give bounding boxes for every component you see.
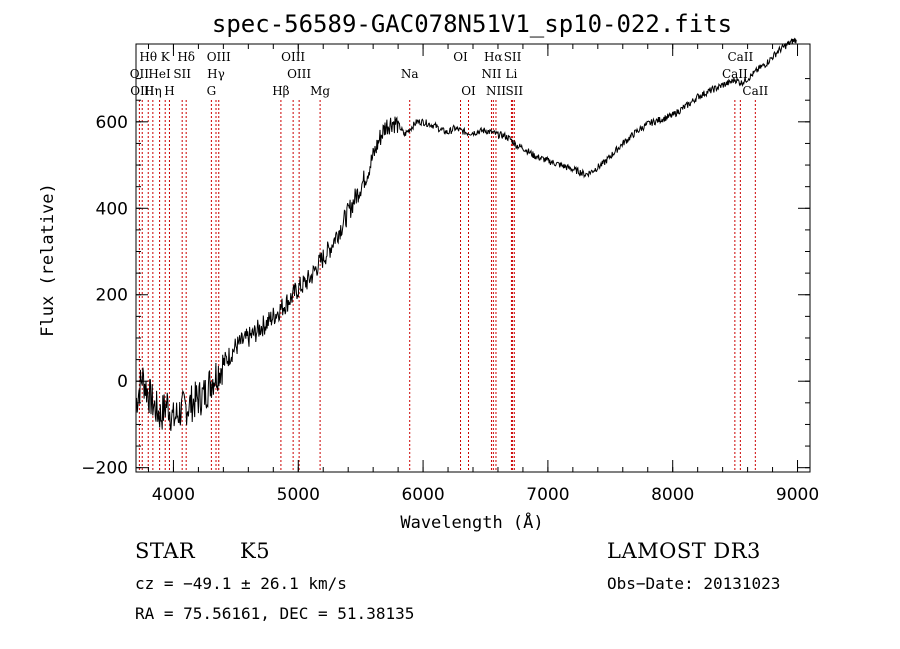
x-tick-label: 7000 xyxy=(526,485,569,505)
y-tick-label: 200 xyxy=(96,286,128,306)
line-label: Li xyxy=(506,67,518,81)
line-label: Hα xyxy=(484,50,503,64)
line-label: SII xyxy=(505,84,523,98)
y-tick-label: −200 xyxy=(81,459,128,479)
line-label: H xyxy=(164,84,174,98)
line-label: K xyxy=(161,50,171,64)
line-label: HeI xyxy=(148,67,171,81)
line-label: OII xyxy=(130,67,150,81)
line-label: NII xyxy=(481,67,501,81)
line-label: Mg xyxy=(310,84,330,98)
object-subclass: K5 xyxy=(240,539,271,563)
line-label: OIII xyxy=(207,50,231,64)
x-axis-label: Wavelength (Å) xyxy=(400,511,543,533)
axis-ticks: 4000 5000 6000 7000 8000 9000 −200 0 200 400 600 xyxy=(81,44,819,505)
object-class: STAR xyxy=(135,539,196,563)
x-tick-label: 4000 xyxy=(152,485,195,505)
line-label: OIII xyxy=(281,50,305,64)
line-label: Na xyxy=(401,67,419,81)
line-label: Hη xyxy=(144,84,162,98)
line-label: Hθ xyxy=(139,50,157,64)
observation-date: Obs−Date: 20131023 xyxy=(607,574,781,593)
spectrum-series-line xyxy=(135,37,797,431)
line-label: G xyxy=(207,84,217,98)
y-axis-label: Flux (relative) xyxy=(38,183,58,337)
line-label: OI xyxy=(461,84,476,98)
line-label: OIII xyxy=(287,67,311,81)
plot-frame xyxy=(135,43,811,473)
y-tick-label: 400 xyxy=(96,199,128,219)
x-tick-label: 9000 xyxy=(776,485,819,505)
redshift-velocity: cz = −49.1 ± 26.1 km/s xyxy=(135,574,347,593)
x-tick-label: 5000 xyxy=(277,485,320,505)
coordinates: RA = 75.56161, DEC = 51.38135 xyxy=(135,604,415,623)
line-label: SII xyxy=(173,67,191,81)
chart-title: spec-56589-GAC078N51V1_sp10-022.fits xyxy=(212,10,732,38)
emission-line-markers xyxy=(138,100,756,472)
line-label: Hγ xyxy=(207,67,225,81)
y-tick-label: 600 xyxy=(96,113,128,133)
line-label: OI xyxy=(453,50,468,64)
x-tick-label: 6000 xyxy=(401,485,444,505)
line-label: CaII xyxy=(742,84,768,98)
line-label: NII xyxy=(486,84,506,98)
line-label: SII xyxy=(504,50,522,64)
line-label: Hδ xyxy=(177,50,195,64)
x-tick-label: 8000 xyxy=(651,485,694,505)
line-label: CaII xyxy=(722,67,748,81)
line-label: Hβ xyxy=(272,84,289,98)
survey-name: LAMOST DR3 xyxy=(607,539,761,563)
line-label: CaII xyxy=(727,50,753,64)
y-tick-label: 0 xyxy=(117,372,128,392)
